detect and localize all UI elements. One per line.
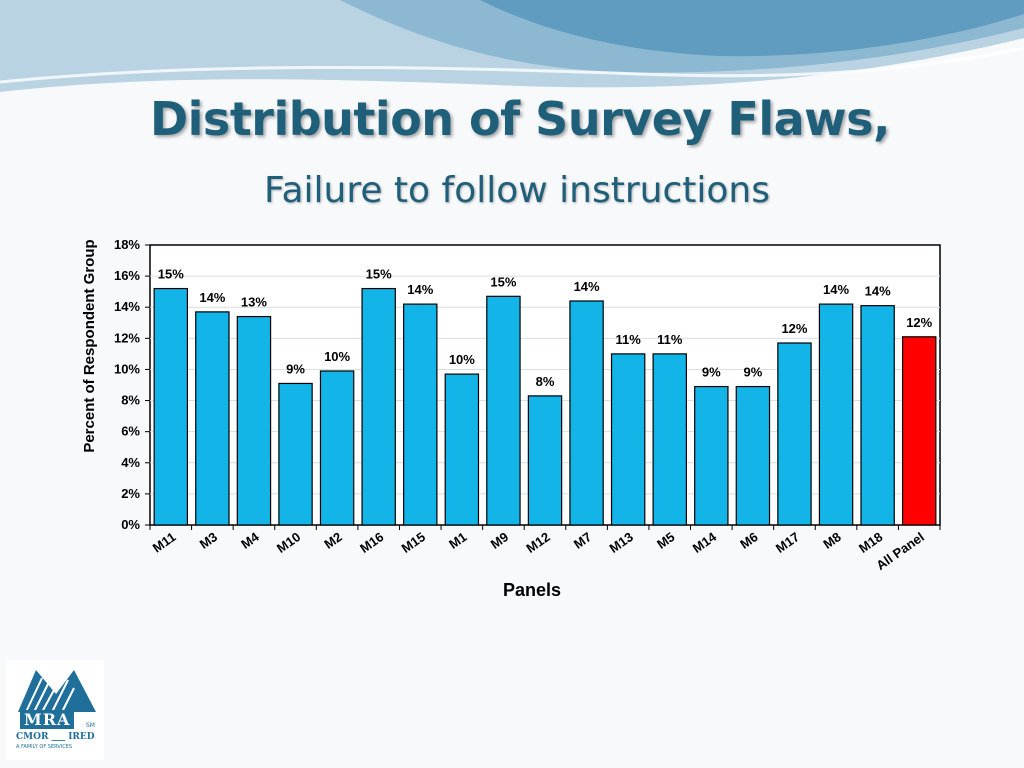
- data-label: 11%: [616, 332, 642, 347]
- data-label: 12%: [906, 315, 932, 330]
- x-tick-label: M8: [820, 529, 843, 552]
- x-tick-label: M11: [150, 529, 179, 555]
- x-tick-label: M10: [274, 529, 303, 556]
- mra-mountain-icon: [18, 670, 96, 713]
- y-tick-label: 6%: [121, 424, 140, 439]
- bar-m12: [527, 395, 563, 526]
- x-axis-title: Panels: [503, 580, 561, 600]
- bar-m13: [610, 353, 646, 526]
- data-label: 14%: [865, 284, 891, 299]
- bar-m16: [361, 287, 396, 526]
- data-label: 14%: [199, 290, 225, 305]
- data-label: 10%: [449, 352, 475, 367]
- logo-subtitle: CMOR ___ IRED: [16, 732, 95, 742]
- y-tick-label: 0%: [121, 517, 140, 532]
- x-tick-label: M4: [238, 529, 262, 552]
- data-label: 14%: [574, 279, 600, 294]
- data-label: 10%: [324, 349, 350, 364]
- y-axis-title: Percent of Respondent Group: [81, 239, 98, 452]
- data-label: 15%: [366, 267, 392, 282]
- x-tick-label: M13: [607, 529, 636, 556]
- bar-m4: [236, 315, 272, 526]
- y-axis-ticks: 0% 2% 4% 6% 8% 10% 12% 14% 16% 18%: [114, 237, 150, 532]
- x-axis-tick-labels: M11 M3 M4 M10 M2 M16 M15 M1 M9 M12 M7 M13 M5 M14 M6 M17…: [149, 525, 941, 573]
- bar-all-panel: [901, 336, 937, 526]
- x-tick-label: M17: [773, 529, 802, 556]
- bar-m3: [195, 311, 230, 526]
- bar-m6: [735, 385, 771, 526]
- slide-subtitle: Failure to follow instructions: [264, 170, 770, 211]
- bar-m9: [486, 295, 521, 526]
- bar-m2: [319, 370, 355, 526]
- logo-wordmark: MRA: [20, 710, 75, 729]
- bar-m15: [403, 303, 438, 526]
- bar-m1: [444, 373, 480, 526]
- data-label: 14%: [823, 282, 849, 297]
- x-tick-label: M16: [357, 529, 386, 556]
- y-tick-label: 8%: [121, 393, 140, 408]
- bar-m11: [153, 287, 189, 526]
- data-label: 13%: [241, 295, 267, 310]
- x-tick-label: M5: [654, 529, 677, 552]
- bar-chart: 0% 2% 4% 6% 8% 10% 12% 14% 16% 18% 15% 14% 13% 9% 10%…: [81, 237, 941, 600]
- data-label: 8%: [536, 374, 555, 389]
- data-label: 15%: [158, 267, 184, 282]
- x-tick-label: M12: [523, 529, 552, 556]
- x-tick-label: M9: [488, 529, 511, 552]
- y-tick-label: 10%: [114, 361, 140, 376]
- bar-m14: [694, 385, 729, 526]
- x-tick-label: M1: [446, 529, 469, 552]
- bar-m18: [860, 305, 895, 526]
- y-tick-label: 4%: [121, 455, 140, 470]
- x-tick-label: M6: [737, 529, 760, 552]
- data-label: 12%: [781, 321, 807, 336]
- bar-m10: [278, 382, 313, 526]
- logo-service-mark: SM: [86, 722, 95, 729]
- x-tick-label: M14: [690, 529, 720, 556]
- data-label: 9%: [743, 365, 762, 380]
- bar-m17: [777, 342, 812, 526]
- x-tick-label: M3: [197, 529, 220, 552]
- data-label: 9%: [286, 361, 305, 376]
- y-tick-label: 2%: [121, 486, 140, 501]
- y-tick-label: 18%: [114, 237, 140, 252]
- data-label: 9%: [702, 365, 721, 380]
- y-tick-label: 16%: [114, 268, 140, 283]
- data-label: 11%: [657, 332, 683, 347]
- x-tick-label: M7: [571, 529, 594, 552]
- x-tick-label: M18: [856, 529, 885, 556]
- bar-m7: [569, 300, 604, 526]
- data-label: 15%: [490, 274, 516, 289]
- y-tick-label: 12%: [114, 330, 140, 345]
- data-label: 14%: [407, 282, 433, 297]
- bar-m8: [818, 303, 854, 526]
- y-tick-label: 14%: [114, 299, 140, 314]
- mra-logo: MRA SM CMOR ___ IRED A FAMILY OF SERVICE…: [6, 660, 104, 760]
- slide-title: Distribution of Survey Flaws,: [149, 92, 891, 146]
- bar-m5: [652, 353, 687, 526]
- x-tick-label: M2: [321, 529, 344, 552]
- x-tick-label: All Panel: [873, 529, 927, 573]
- data-labels: 15% 14% 13% 9% 10% 15% 14% 10% 15% 8% 14% 11% 11% 9% 9…: [158, 267, 933, 389]
- header-swoosh-decoration: [0, 0, 1024, 92]
- bars: [153, 287, 937, 526]
- x-tick-label: M15: [399, 529, 428, 556]
- logo-tagline: A FAMILY OF SERVICES: [16, 744, 73, 750]
